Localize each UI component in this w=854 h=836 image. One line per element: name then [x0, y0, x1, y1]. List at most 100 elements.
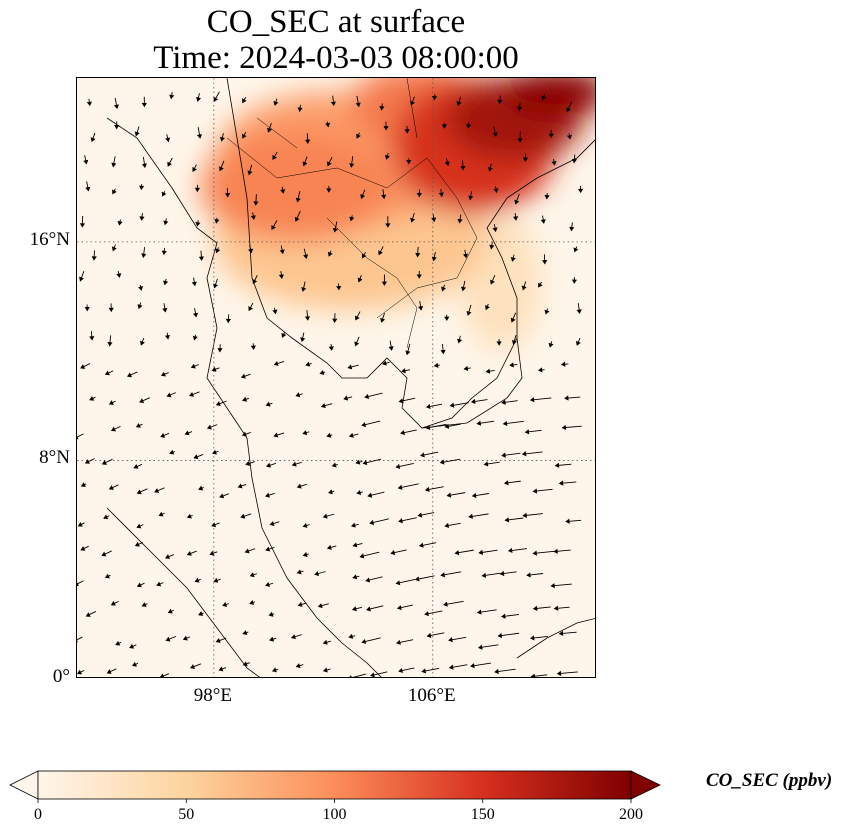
wind-arrow-head — [167, 161, 172, 167]
wind-arrow-head — [444, 423, 450, 429]
wind-arrow-head — [213, 577, 219, 583]
wind-arrow-head — [126, 372, 132, 378]
wind-arrow-head — [514, 199, 520, 205]
wind-arrow-head — [468, 195, 474, 201]
wind-arrow-head — [364, 393, 370, 399]
wind-arrow-head — [194, 577, 200, 583]
wind-arrow-head — [295, 663, 301, 669]
wind-arrow-head — [509, 362, 514, 368]
wind-arrow-head — [566, 107, 571, 113]
wind-arrow-head — [291, 461, 297, 467]
wind-arrow-head — [322, 667, 328, 673]
wind-arrow-head — [108, 400, 114, 405]
wind-arrow-head — [470, 398, 476, 405]
wind-arrow-head — [556, 670, 562, 676]
wind-arrow-head — [378, 250, 383, 256]
wind-arrow-head — [524, 429, 530, 435]
wind-arrow-head — [137, 286, 144, 291]
latitude-label: 8°N — [39, 447, 70, 469]
wind-arrow — [77, 636, 83, 641]
wind-arrow-head — [300, 337, 306, 343]
wind-arrow-head — [158, 511, 164, 517]
wind-arrow-head — [497, 99, 503, 105]
wind-arrow — [551, 583, 572, 587]
wind-arrow-head — [517, 138, 523, 143]
wind-arrow-head — [325, 122, 331, 128]
wind-arrow-head — [440, 572, 446, 578]
graticule — [77, 78, 595, 677]
wind-arrow-head — [366, 606, 371, 612]
wind-arrow-head — [133, 464, 139, 469]
colorbar-scale — [37, 770, 632, 800]
wind-arrow-head — [544, 309, 550, 315]
wind-arrow-head — [162, 307, 168, 313]
wind-arrow-head — [80, 482, 86, 487]
wind-arrow-head — [492, 227, 498, 233]
wind-arrow-head — [548, 342, 554, 348]
wind-arrow-head — [213, 283, 219, 289]
wind-arrow-head — [327, 489, 333, 495]
wind-arrow-head — [198, 485, 204, 491]
wind-arrow-head — [107, 342, 113, 347]
wind-arrow-head — [365, 577, 371, 583]
wind-arrow-head — [267, 127, 272, 133]
wind-arrow-head — [137, 304, 143, 310]
wind-arrow-head — [571, 279, 578, 284]
wind-arrow-head — [198, 611, 204, 616]
wind-arrow-head — [110, 600, 116, 606]
wind-arrow-head — [468, 513, 473, 519]
wind-arrow-head — [410, 100, 415, 106]
wind-arrow-head — [163, 220, 169, 226]
wind-arrow-head — [485, 368, 491, 374]
wind-arrow-head — [136, 489, 142, 495]
wind-arrow-head — [426, 632, 432, 638]
wind-arrow-head — [507, 547, 513, 554]
wind-arrow-head — [417, 512, 423, 518]
wind-arrow-head — [347, 364, 353, 370]
wind-arrow-head — [414, 576, 420, 582]
wind-arrow-head — [136, 523, 142, 529]
wind-arrow-head — [444, 522, 450, 529]
wind-arrow-head — [448, 637, 453, 643]
wind-arrow-head — [272, 154, 277, 160]
wind-arrow-head — [441, 286, 447, 292]
wind-arrow-head — [554, 462, 560, 468]
wind-arrow-head — [532, 550, 538, 556]
wind-arrow-head — [278, 274, 284, 279]
wind-arrow-head — [336, 285, 342, 291]
wind-arrow-head — [418, 305, 424, 311]
wind-arrow-head — [305, 139, 311, 145]
longitude-label: 106°E — [407, 685, 456, 706]
wind-arrow-head — [90, 137, 96, 143]
wind-arrow-head — [448, 664, 454, 670]
wind-arrow-head — [77, 582, 79, 586]
wind-arrow-head — [477, 644, 483, 650]
wind-arrow-head — [165, 636, 171, 642]
wind-arrow-head — [194, 187, 201, 193]
wind-arrow-head — [245, 460, 251, 466]
wind-arrow-head — [492, 132, 498, 137]
wind-arrow-head — [242, 133, 247, 139]
wind-arrow — [530, 397, 552, 401]
wind-arrow-head — [295, 392, 301, 398]
wind-arrow-head — [493, 188, 499, 194]
wind-arrow-head — [250, 345, 256, 350]
wind-arrow-head — [540, 219, 546, 224]
wind-arrow-head — [355, 102, 361, 108]
wind-arrow-head — [349, 163, 355, 168]
wind-arrow-head — [252, 279, 258, 285]
wind-arrow-head — [361, 253, 367, 259]
wind-arrow-head — [317, 603, 323, 609]
wind-arrow-head — [357, 277, 363, 283]
wind-arrow-head — [305, 361, 311, 367]
wind-arrow-head — [395, 463, 401, 470]
wind-arrow-head — [433, 362, 439, 368]
wind-arrow-head — [398, 398, 404, 404]
wind-arrow-head — [248, 248, 254, 254]
wind-arrow-head — [424, 611, 429, 617]
wind-arrow-head — [432, 95, 438, 101]
wind-arrow-head — [247, 170, 253, 176]
wind-arrow-head — [219, 493, 225, 499]
wind-arrow-head — [558, 630, 564, 636]
wind-arrow-head — [550, 583, 555, 589]
